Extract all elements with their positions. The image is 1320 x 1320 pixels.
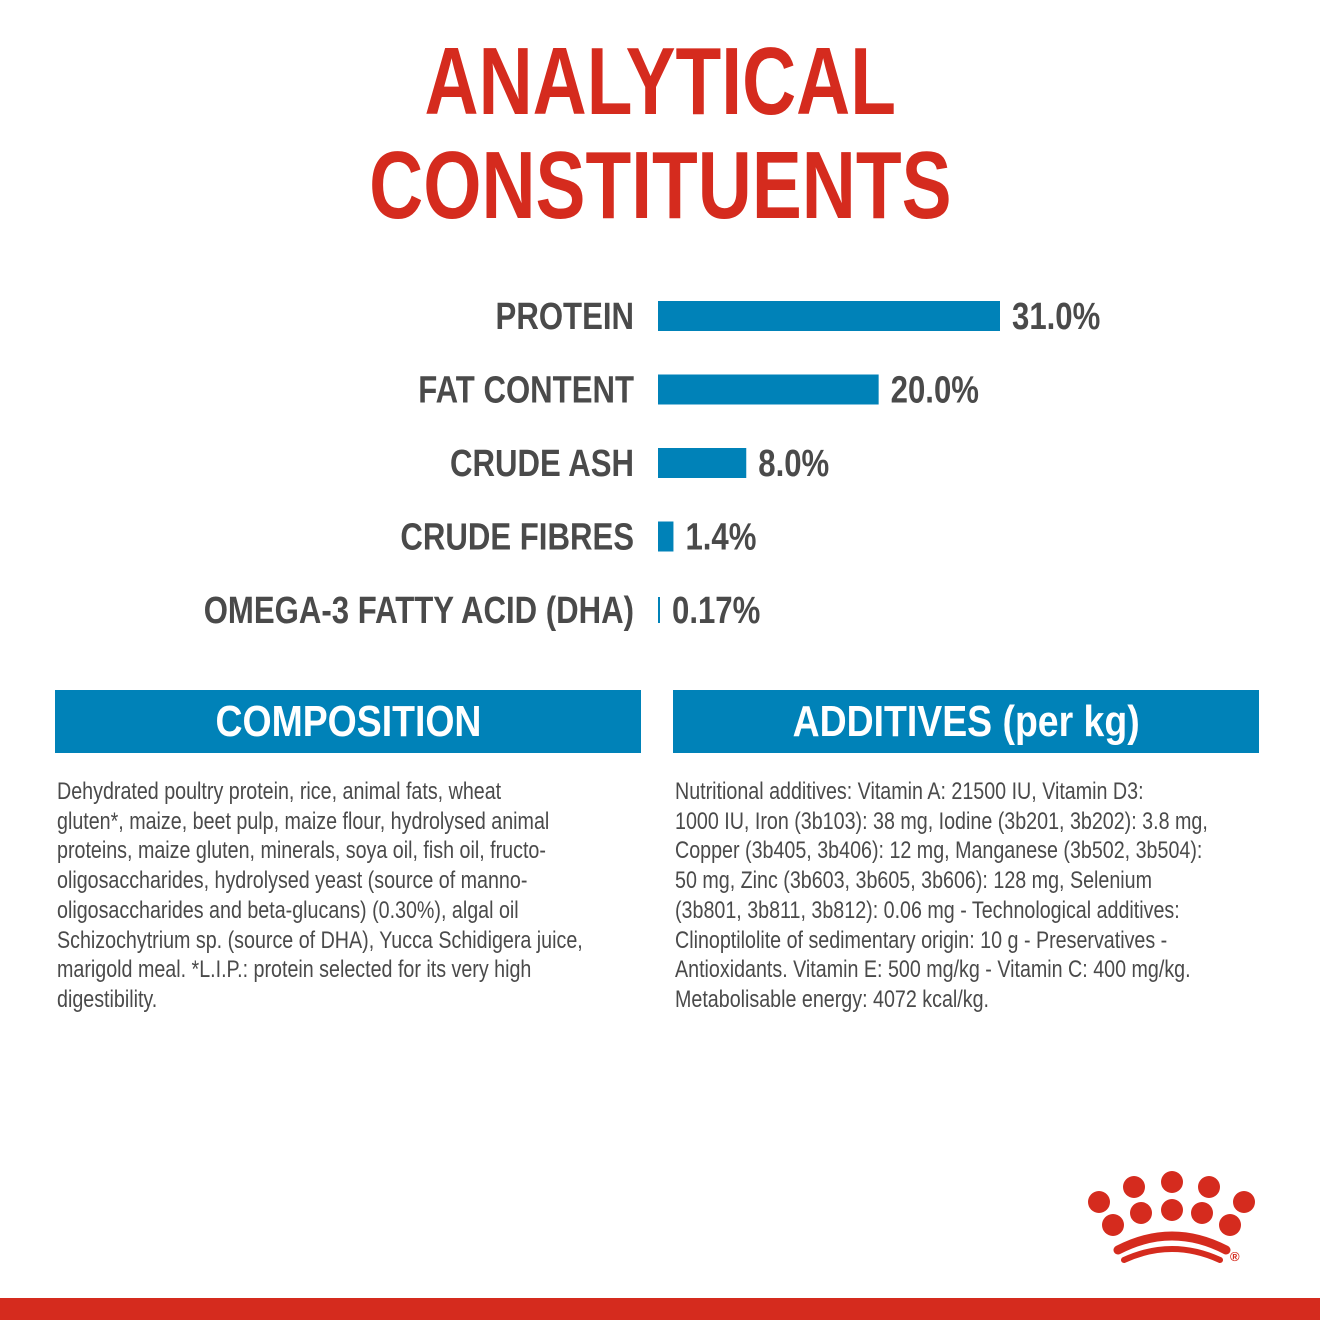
text-line: Schizochytrium sp. (source of DHA), Yucc… bbox=[57, 926, 583, 954]
crown-logo-icon: ® bbox=[1088, 1171, 1255, 1264]
bar bbox=[658, 521, 674, 552]
text-line: 50 mg, Zinc (3b603, 3b605, 3b606): 128 m… bbox=[675, 867, 1152, 895]
additives-text: Nutritional additives: Vitamin A: 21500 … bbox=[675, 777, 1320, 1015]
bar bbox=[658, 448, 747, 478]
text-line: Dehydrated poultry protein, rice, animal… bbox=[57, 778, 502, 805]
composition-text: Dehydrated poultry protein, rice, animal… bbox=[57, 777, 698, 1015]
text-line: Metabolisable energy: 4072 kcal/kg. bbox=[675, 985, 989, 1013]
text-line: Antioxidants. Vitamin E: 500 mg/kg - Vit… bbox=[675, 956, 1191, 984]
category-label: OMEGA-3 FATTY ACID (DHA) bbox=[204, 590, 634, 632]
text-line: Clinoptilolite of sedimentary origin: 10… bbox=[675, 926, 1168, 954]
text-line: (3b801, 3b811, 3b812): 0.06 mg - Technol… bbox=[675, 896, 1180, 924]
data-label: 8.0% bbox=[758, 443, 829, 485]
bar bbox=[658, 301, 1000, 331]
category-label: PROTEIN bbox=[496, 296, 634, 338]
text-line: proteins, maize gluten, minerals, soya o… bbox=[57, 837, 546, 865]
data-label: 0.17% bbox=[672, 590, 760, 632]
text-line: oligosaccharides, hydrolysed yeast (sour… bbox=[57, 867, 528, 895]
text-line: Nutritional additives: Vitamin A: 21500 … bbox=[675, 778, 1144, 805]
composition-header: COMPOSITION bbox=[55, 690, 641, 753]
text-line: marigold meal. *L.I.P.: protein selected… bbox=[57, 956, 532, 984]
category-label: FAT CONTENT bbox=[418, 370, 634, 412]
bar bbox=[658, 374, 879, 405]
text-line: gluten*, maize, beet pulp, maize flour, … bbox=[57, 807, 550, 835]
bottom-brand-band bbox=[0, 1298, 1320, 1320]
category-label: CRUDE ASH bbox=[450, 443, 634, 485]
text-line: oligosaccharides and beta-glucans) (0.30… bbox=[57, 896, 519, 924]
category-label: CRUDE FIBRES bbox=[400, 517, 634, 559]
data-label: 1.4% bbox=[685, 517, 756, 559]
text-line: Copper (3b405, 3b406): 12 mg, Manganese … bbox=[675, 837, 1203, 865]
data-label: 31.0% bbox=[1012, 296, 1100, 338]
additives-header: ADDITIVES (per kg) bbox=[673, 690, 1259, 753]
analytical-constituents-chart: PROTEIN 31.0% FAT CONTENT 20.0% CRUDE ASH 8.0… bbox=[204, 296, 1101, 632]
text-line: digestibility. bbox=[57, 985, 158, 1013]
registered-mark: ® bbox=[1230, 1249, 1240, 1264]
page-title-line-2: CONSTITUENTS bbox=[368, 132, 952, 239]
page-title-line-1: ANALYTICAL bbox=[424, 28, 896, 135]
data-label: 20.0% bbox=[891, 370, 979, 412]
bar bbox=[658, 597, 660, 623]
text-line: 1000 IU, Iron (3b103): 38 mg, Iodine (3b… bbox=[675, 807, 1208, 835]
